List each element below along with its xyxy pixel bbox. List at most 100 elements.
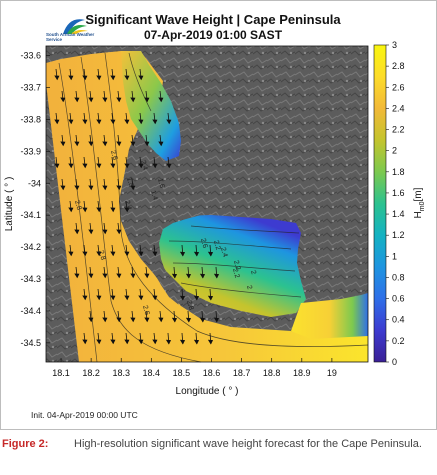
x-tick-label: 18.1 — [52, 368, 70, 378]
contour-label: 2.8 — [97, 250, 106, 261]
wave-arrow — [82, 288, 88, 301]
caption-label: Figure 2: — [2, 438, 49, 450]
colorbar-tick-label: 1.6 — [392, 188, 405, 198]
wave-arrow — [193, 288, 200, 301]
wave-arrow — [152, 332, 158, 345]
wave-arrow — [124, 288, 130, 301]
wave-arrow — [82, 200, 88, 213]
wave-arrow — [116, 90, 122, 103]
wave-arrow — [54, 68, 60, 81]
wave-arrow — [144, 90, 150, 103]
north-land — [141, 46, 368, 71]
wave-arrow — [138, 288, 144, 301]
wave-arrow — [130, 310, 136, 323]
wave-arrow — [144, 266, 150, 279]
wave-arrow — [158, 90, 164, 103]
colorbar-tick-label: 2 — [392, 146, 397, 156]
wave-arrow — [207, 244, 214, 257]
y-tick-label: -34 — [28, 178, 41, 188]
colorbar-tick-label: 3 — [392, 40, 397, 50]
colorbar-tick-label: 0.2 — [392, 336, 405, 346]
contour-label: 2.6 — [199, 238, 208, 249]
wave-arrow — [60, 178, 66, 191]
contour-label: 2.8 — [73, 200, 82, 211]
wave-arrow — [82, 156, 88, 169]
wave-arrow — [138, 156, 144, 169]
wave-arrow — [88, 134, 94, 147]
contour-label: 2 — [249, 270, 257, 276]
wave-arrow — [152, 244, 158, 257]
x-tick-label: 18.4 — [143, 368, 161, 378]
contour-label: 1.6 — [156, 178, 165, 189]
colorbar-tick-label: 1 — [392, 251, 397, 261]
y-tick-label: -33.9 — [20, 146, 41, 156]
wave-arrow — [102, 178, 108, 191]
wave-arrow — [124, 244, 130, 257]
wave-arrow — [130, 266, 136, 279]
colorbar-tick-label: 2.6 — [392, 82, 405, 92]
colorbar-tick-label: 1.8 — [392, 167, 405, 177]
y-tick-label: -33.6 — [20, 51, 41, 61]
wave-arrow — [213, 310, 220, 323]
wave-arrow — [96, 332, 102, 345]
saws-logo — [63, 19, 88, 34]
contour-label: 2.2 — [231, 268, 240, 279]
colorbar-tick-label: 0.8 — [392, 272, 405, 282]
y-tick-label: -34.4 — [20, 306, 41, 316]
x-tick-label: 18.9 — [293, 368, 311, 378]
colorbar-tick-label: 0 — [392, 357, 397, 367]
wave-arrow — [110, 332, 116, 345]
chart-subtitle: 07-Apr-2019 01:00 SAST — [143, 28, 283, 42]
wave-arrow — [82, 68, 88, 81]
x-tick-label: 18.5 — [173, 368, 191, 378]
wave-arrow — [199, 266, 206, 279]
wave-arrow — [96, 68, 102, 81]
colorbar-tick-label: 2.8 — [392, 61, 405, 71]
wave-arrow — [82, 332, 88, 345]
wave-arrow — [171, 310, 178, 323]
y-tick-label: -34.1 — [20, 210, 41, 220]
ocean-table-bay — [121, 51, 181, 161]
wave-arrow — [82, 244, 88, 257]
wave-arrow — [144, 134, 150, 147]
wave-arrow — [96, 288, 102, 301]
x-tick-label: 19 — [327, 368, 337, 378]
y-axis-label: Latitude ( ° ) — [4, 177, 15, 232]
wave-arrow — [68, 112, 74, 125]
wave-arrow — [158, 134, 164, 147]
wave-arrow — [179, 332, 186, 345]
contour-label: 2.2 — [212, 240, 221, 251]
wave-arrow — [88, 178, 94, 191]
x-tick-label: 18.6 — [203, 368, 221, 378]
wave-arrow — [152, 156, 158, 169]
wave-arrow — [116, 310, 122, 323]
wave-arrow — [96, 112, 102, 125]
contour-label: 2.6 — [109, 150, 118, 161]
contour-label: 2 — [245, 285, 253, 291]
wave-arrow — [110, 156, 116, 169]
wave-arrow — [207, 332, 214, 345]
wave-arrow — [88, 266, 94, 279]
wave-arrow — [152, 288, 158, 301]
contour-label: 2.4 — [139, 160, 148, 171]
wave-arrow — [138, 244, 144, 257]
wave-arrow — [102, 222, 108, 235]
wave-arrow — [88, 90, 94, 103]
contour-label: 2.6 — [141, 305, 150, 316]
wave-arrow — [116, 134, 122, 147]
wave-arrow — [68, 68, 74, 81]
chart-title: Significant Wave Height | Cape Peninsula — [85, 12, 341, 27]
wave-arrow — [185, 266, 192, 279]
colorbar-tick-label: 1.4 — [392, 209, 405, 219]
contour-label: 2.4 — [219, 247, 228, 258]
wave-arrow — [138, 332, 144, 345]
wave-arrow — [124, 112, 130, 125]
colorbar-label: Hm0[m] — [413, 187, 426, 218]
contour-label: 2.2 — [232, 260, 241, 271]
wave-arrow — [116, 222, 122, 235]
wave-arrow — [130, 134, 136, 147]
colorbar-tick-group: 0 0.2 0.4 0.6 0.8 1 1.2 1.4 1.6 1.8 2 2.2 2.4 2.6 2.8 3 — [386, 40, 405, 367]
wave-arrow — [152, 112, 158, 125]
peninsula-land — [125, 159, 201, 305]
wave-arrow — [199, 310, 206, 323]
